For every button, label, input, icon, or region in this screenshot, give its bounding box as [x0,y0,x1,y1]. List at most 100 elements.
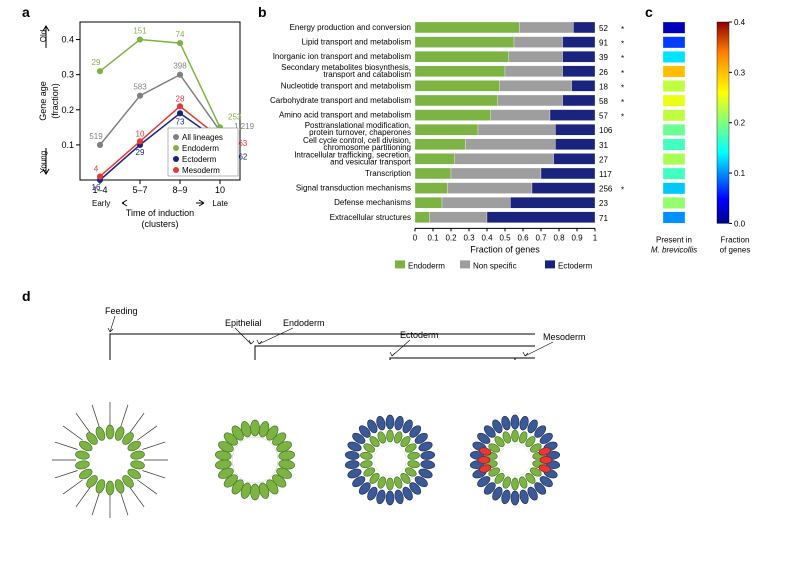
svg-text:Present in: Present in [656,235,692,244]
svg-text:256: 256 [599,185,613,194]
svg-text:Non specific: Non specific [473,261,517,270]
svg-text:52: 52 [599,24,608,33]
svg-text:Mesoderm: Mesoderm [543,332,586,342]
svg-text:71: 71 [599,214,608,223]
svg-text:0.9: 0.9 [571,233,583,242]
panel-d-svg: Feeding Epithelial Endoderm Ectoderm Mesoder… [30,290,670,550]
svg-text:Time of induction: Time of induction [126,208,194,218]
svg-text:8–9: 8–9 [172,185,187,195]
svg-text:29: 29 [92,58,101,67]
svg-text:Endoderm: Endoderm [408,261,445,270]
svg-text:0.0: 0.0 [734,219,746,228]
svg-text:Ectoderm: Ectoderm [182,155,217,164]
panel-label-c: c [645,4,653,20]
svg-text:253: 253 [228,112,242,121]
svg-text:Lipid transport and metabolism: Lipid transport and metabolism [302,38,412,47]
svg-text:Endoderm: Endoderm [283,318,325,328]
svg-text:*: * [621,25,624,34]
svg-text:1: 1 [593,233,598,242]
svg-text:0.2: 0.2 [734,119,746,128]
svg-text:Fraction: Fraction [721,235,750,244]
svg-text:106: 106 [599,126,613,135]
svg-text:0.8: 0.8 [553,233,565,242]
panel-b: Energy production and conversion 52 * Lipid… [265,10,635,270]
svg-text:Ectoderm: Ectoderm [558,261,593,270]
svg-text:Endoderm: Endoderm [182,144,219,153]
svg-text:398: 398 [173,62,187,71]
svg-text:Energy production and conversi: Energy production and conversion [290,23,411,32]
svg-text:583: 583 [133,83,147,92]
panel-d: Feeding Epithelial Endoderm Ectoderm Mesoder… [30,290,650,550]
svg-text:*: * [621,98,624,107]
svg-text:0.4: 0.4 [481,233,493,242]
svg-text:Inorganic ion transport and me: Inorganic ion transport and metabolism [273,52,412,61]
svg-text:10: 10 [136,129,145,138]
svg-text:Nucleotide transport and metab: Nucleotide transport and metabolism [281,81,412,90]
svg-text:0.3: 0.3 [61,70,74,80]
svg-text:(fraction): (fraction) [50,83,60,119]
svg-text:transport and catabolism: transport and catabolism [323,70,411,79]
svg-text:Amino acid transport and metab: Amino acid transport and metabolism [279,111,411,120]
svg-text:All lineages: All lineages [182,133,223,142]
svg-text:0.4: 0.4 [734,18,746,27]
svg-text:*: * [621,186,624,195]
svg-text:91: 91 [599,39,608,48]
panel-a: 0.10.20.30.41–45–78–9105195833981,219291… [30,10,250,240]
svg-text:0.1: 0.1 [734,169,746,178]
svg-text:58: 58 [599,97,608,106]
svg-text:0.5: 0.5 [499,233,511,242]
svg-text:Feeding: Feeding [105,306,138,316]
svg-text:*: * [621,113,624,122]
svg-text:0.7: 0.7 [535,233,547,242]
svg-text:*: * [621,40,624,49]
svg-text:Extracellular structures: Extracellular structures [330,213,411,222]
svg-text:(clusters): (clusters) [141,219,178,229]
svg-text:23: 23 [599,199,608,208]
svg-text:39: 39 [599,53,608,62]
svg-text:0.2: 0.2 [445,233,457,242]
svg-text:*: * [621,69,624,78]
svg-text:16: 16 [92,183,101,192]
svg-text:73: 73 [176,117,185,126]
svg-text:26: 26 [599,68,608,77]
svg-text:29: 29 [136,148,145,157]
svg-text:M. brevicollis: M. brevicollis [651,245,697,254]
svg-text:*: * [621,54,624,63]
svg-text:and vesicular transport: and vesicular transport [330,157,412,166]
svg-text:0.6: 0.6 [517,233,529,242]
svg-text:Carbohydrate transport and met: Carbohydrate transport and metabolism [270,96,411,105]
panel-label-a: a [22,4,30,20]
svg-text:27: 27 [599,155,608,164]
svg-text:Fraction of genes: Fraction of genes [470,244,540,254]
svg-text:4: 4 [94,164,99,173]
svg-text:0.1: 0.1 [427,233,439,242]
svg-text:Defense mechanisms: Defense mechanisms [334,198,411,207]
svg-text:Late: Late [212,199,228,208]
svg-text:0.1: 0.1 [61,140,74,150]
panel-c: 0.00.10.20.30.4Present inM. brevicollisF… [655,10,795,270]
svg-text:*: * [621,83,624,92]
svg-text:18: 18 [599,82,608,91]
panel-b-svg: Energy production and conversion 52 * Lipid… [265,10,645,275]
svg-text:57: 57 [599,112,608,121]
svg-text:151: 151 [133,27,147,36]
svg-text:5–7: 5–7 [132,185,147,195]
svg-text:Transcription: Transcription [365,169,411,178]
svg-text:519: 519 [89,132,103,141]
svg-text:Gene age: Gene age [38,81,48,121]
panel-a-svg: 0.10.20.30.41–45–78–9105195833981,219291… [30,10,250,240]
svg-text:0.3: 0.3 [734,68,746,77]
panel-c-svg: 0.00.10.20.30.4Present inM. brevicollisF… [655,10,795,275]
svg-text:of genes: of genes [720,245,751,254]
svg-text:Mesoderm: Mesoderm [182,166,220,175]
svg-text:0.2: 0.2 [61,105,74,115]
svg-text:0.4: 0.4 [61,35,74,45]
svg-text:Old: Old [39,30,48,42]
svg-text:0.3: 0.3 [463,233,475,242]
svg-text:Early: Early [92,199,110,208]
svg-text:0: 0 [413,233,418,242]
svg-text:74: 74 [176,30,185,39]
svg-text:31: 31 [599,141,608,150]
svg-text:Epithelial: Epithelial [225,318,262,328]
svg-text:Ectoderm: Ectoderm [400,330,439,340]
